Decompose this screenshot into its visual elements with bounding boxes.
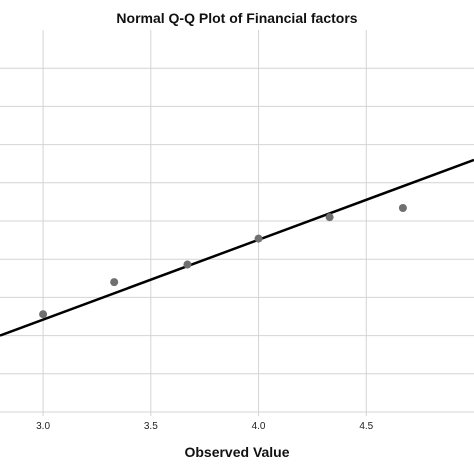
x-axis-title: Observed Value	[184, 444, 290, 460]
data-point	[398, 204, 407, 213]
data-point	[183, 260, 192, 269]
x-tick-label: 3.0	[36, 421, 50, 432]
x-tick-label: 4.5	[359, 421, 373, 432]
tick-layer: 3.0 3.5 4.0 4.5	[36, 412, 374, 432]
data-point	[39, 310, 48, 319]
x-tick-label: 3.5	[144, 421, 158, 432]
x-tick-label: 4.0	[252, 421, 266, 432]
line-layer	[0, 158, 474, 337]
reference-line	[0, 158, 474, 337]
data-point	[254, 234, 263, 243]
data-point	[325, 213, 334, 222]
data-point	[110, 278, 119, 287]
grid-layer	[0, 30, 474, 412]
chart-title: Normal Q-Q Plot of Financial factors	[116, 10, 358, 26]
point-layer	[39, 204, 407, 319]
